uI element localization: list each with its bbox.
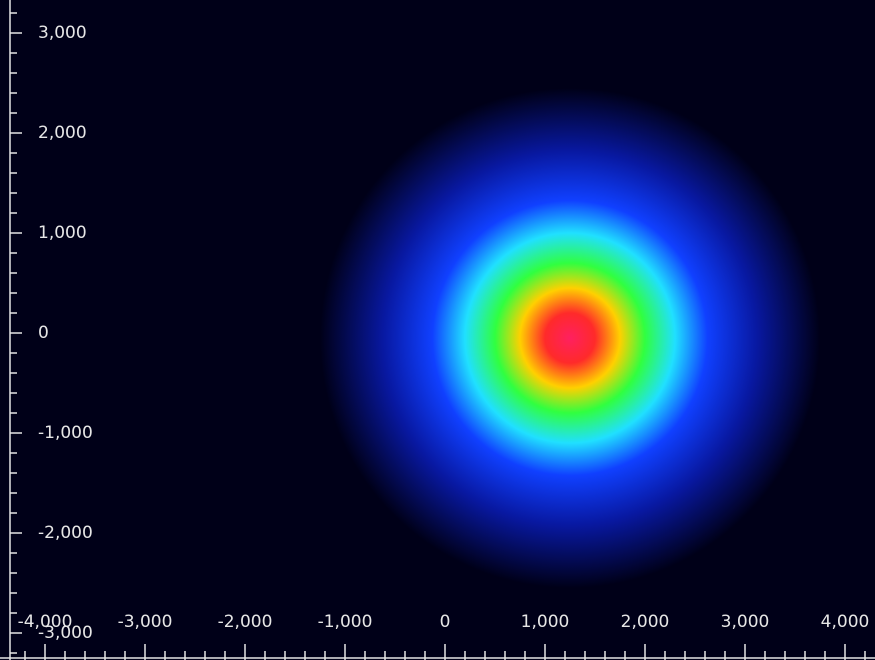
y-tick-label: 1,000 (38, 223, 87, 243)
x-tick-label: -2,000 (218, 612, 273, 632)
y-tick-label: 2,000 (38, 123, 87, 143)
x-tick-label: 0 (440, 612, 451, 632)
x-tick-label: -4,000 (18, 612, 73, 632)
y-tick-label: 0 (38, 323, 49, 343)
y-tick-label: -1,000 (38, 423, 93, 443)
beam-spot (320, 88, 820, 588)
x-tick-label: -1,000 (318, 612, 373, 632)
x-tick-label: 4,000 (821, 612, 870, 632)
x-tick-label: -3,000 (118, 612, 173, 632)
y-tick-label: -3,000 (38, 623, 93, 643)
x-tick-label: 1,000 (521, 612, 570, 632)
x-tick-label: 3,000 (721, 612, 770, 632)
y-tick-label: -2,000 (38, 523, 93, 543)
x-tick-label: 2,000 (621, 612, 670, 632)
y-tick-label: 3,000 (38, 23, 87, 43)
